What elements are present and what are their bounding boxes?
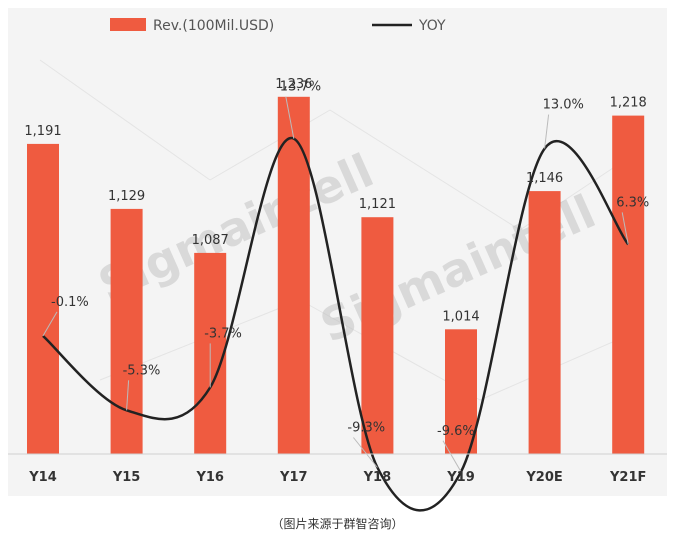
legend-line-label: YOY [418,18,446,34]
yoy-value-label: 13.0% [543,98,584,113]
yoy-value-label: -9.3% [347,421,385,436]
x-tick-label: Y17 [279,470,308,485]
bar-y14 [27,143,59,454]
yoy-value-label: -5.3% [123,363,161,378]
image-caption: （图片来源于群智咨询） [271,517,404,531]
yoy-leader-line [353,437,378,468]
bar-value-label: 1,146 [526,171,563,186]
yoy-value-label: -0.1% [51,295,89,310]
yoy-line-layer [42,137,630,512]
x-tick-label: Y15 [112,470,141,485]
x-tick-label: Y14 [28,470,57,485]
yoy-leader-line [442,440,462,473]
plot-background [8,8,667,496]
yoy-line [42,137,630,512]
bar-value-label: 1,087 [192,233,229,248]
bar-value-label: 1,129 [108,189,145,204]
yoy-leader-line [621,212,629,245]
legend: Rev.(100Mil.USD) YOY [110,18,446,34]
bar-y18 [361,217,394,454]
bar-value-label: 1,191 [24,124,61,139]
x-tick-labels: Y14 Y15 Y16 Y17 Y18 Y19 Y20E Y21F [28,470,646,485]
yoy-leader-line [285,96,295,139]
bar-value-label: 1,014 [442,309,479,324]
bar-value-label: 1,121 [359,197,396,212]
bar-y21f [612,115,645,454]
bar-y17 [277,96,310,455]
yoy-leader-line [544,114,550,149]
x-tick-label: Y16 [195,470,224,485]
yoy-value-label: 6.3% [616,195,649,210]
yoy-leader-line [126,380,130,411]
bar-y15 [110,208,143,454]
bar-y19 [445,329,477,454]
yoy-value-label: -3.7% [204,326,242,341]
legend-bar-label: Rev.(100Mil.USD) [153,18,274,34]
legend-bar-swatch [110,18,146,31]
bar-value-label: 1,236 [275,77,312,92]
labels-layer: 1,191 1,129 1,087 1,236 1,121 1,014 1,146 1,218… [24,77,649,473]
x-tick-label: Y20E [525,470,562,485]
yoy-value-label: 13.7% [280,80,321,95]
bar-value-label: 1,218 [610,96,647,111]
yoy-value-label: -9.6% [437,424,475,439]
x-tick-label: Y18 [363,470,392,485]
x-tick-label: Y21F [609,470,646,485]
x-tick-label: Y19 [446,470,475,485]
yoy-leader-line [42,311,58,337]
bar-y20e [528,191,561,454]
